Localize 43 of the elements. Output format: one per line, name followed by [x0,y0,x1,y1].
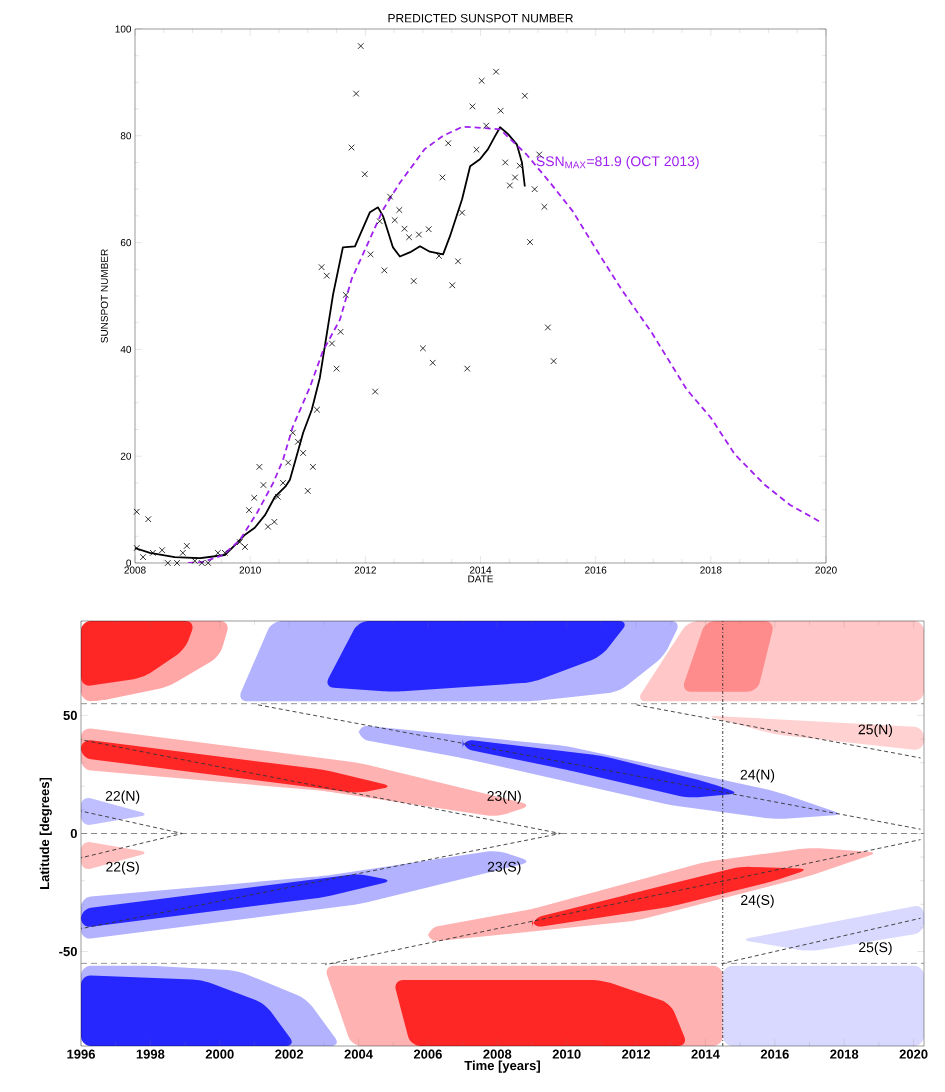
y-tick-label: -50 [59,946,77,957]
y-axis-title: Latitude [degrees] [39,777,52,889]
y-tick-label: 60 [120,239,132,247]
x-tick-label: 2000 [205,1049,234,1059]
x-tick-label: 2014 [469,566,492,574]
x-tick-label: 2012 [622,1049,650,1059]
x-axis-title: Time [years] [464,1060,540,1073]
annotation: 23(S) [487,861,521,875]
x-tick-label: 2020 [899,1049,928,1059]
x-tick-label: 2016 [760,1049,789,1059]
annotation: 22(N) [105,790,140,804]
x-tick-label: 2008 [124,566,146,574]
x-tick-label: 2002 [275,1049,304,1059]
x-tick-label: 2016 [585,566,607,574]
y-tick-label: 50 [63,710,77,721]
x-tick-label: 2010 [239,566,261,574]
y-tick-label: 40 [120,345,132,353]
annotation: 24(S) [741,894,774,908]
annotation: 24(N) [740,769,775,783]
annotation: 25(S) [859,941,892,956]
chart-title: PREDICTED SUNSPOT NUMBER [388,13,573,23]
x-axis-title: DATE [468,575,494,583]
x-tick-label: 1996 [67,1049,95,1059]
annotation: 25(N) [858,724,893,738]
y-tick-label: 0 [126,559,132,567]
y-tick-label: 100 [115,25,132,33]
x-tick-label: 2010 [552,1049,581,1059]
x-tick-label: 2014 [691,1049,720,1059]
y-tick-label: 20 [120,452,132,460]
x-tick-label: 2004 [344,1049,373,1059]
x-tick-label: 1998 [136,1049,165,1059]
y-axis-title: SUNSPOT NUMBER [100,249,108,343]
x-tick-label: 2008 [483,1049,512,1059]
annotation: 22(S) [106,861,139,875]
x-tick-label: 2018 [700,566,722,574]
x-tick-label: 2020 [815,566,837,574]
y-tick-label: 0 [70,828,77,839]
x-tick-label: 2018 [830,1049,859,1059]
x-tick-label: 2012 [354,566,376,574]
y-tick-label: 80 [120,132,132,140]
annotation: 23(N) [487,790,521,804]
annotation: SSN$_{MAX}$=81.9 (OCT 2013) [536,155,699,170]
x-tick-label: 2006 [413,1049,442,1059]
